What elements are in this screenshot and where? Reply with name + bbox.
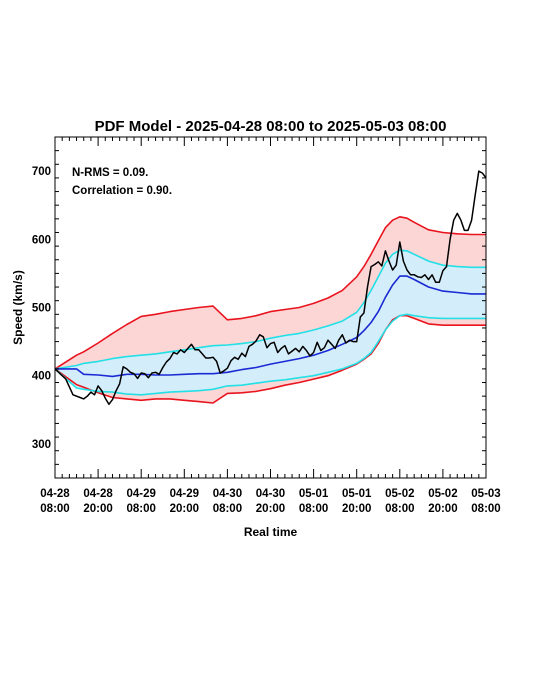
median-line [55,275,486,378]
chart-title: PDF Model - 2025-04-28 08:00 to 2025-05-… [95,118,447,135]
outer-band-lower-line [54,314,486,404]
x-tick-label-time: 20:00 [342,503,371,515]
x-tick-label-time: 08:00 [126,503,155,515]
x-tick-label-date: 05-01 [342,488,372,500]
x-tick-label-time: 08:00 [385,503,414,515]
x-tick-label-time: 20:00 [170,503,199,515]
x-tick-label-date: 04-28 [40,488,70,500]
bands [55,216,486,403]
x-tick-label-date: 04-29 [170,488,199,500]
correlation-annotation: Correlation = 0.90. [72,185,172,197]
x-tick-label-time: 08:00 [299,503,328,515]
y-tick-label: 700 [32,166,51,178]
ticks: 300 400 500 600 700 04-28 08:00 04-28 20:00 04-29… [32,137,501,515]
y-tick-label: 300 [32,439,51,451]
y-tick-label: 400 [32,371,51,383]
x-tick-label-time: 20:00 [83,503,112,515]
x-tick-label-date: 05-02 [428,488,457,500]
x-tick-label-time: 08:00 [471,503,500,515]
y-tick-label: 600 [32,234,51,246]
lines [54,170,487,406]
nrms-annotation: N-RMS = 0.09. [72,167,148,179]
y-axis-label: Speed (km/s) [11,270,25,345]
x-tick-label-time: 20:00 [256,503,285,515]
inner-band-upper-line [54,249,486,370]
y-tick-label: 500 [32,303,51,315]
outer-band-upper-line [54,216,486,370]
observed-line [54,170,487,406]
inner-band-area [55,250,486,395]
x-tick-label-time: 20:00 [428,503,457,515]
x-tick-label-time: 08:00 [213,503,242,515]
x-tick-label-date: 05-01 [299,488,329,500]
x-axis-label: Real time [244,525,298,539]
x-tick-label-date: 05-03 [471,488,500,500]
x-tick-label-date: 04-30 [256,488,285,500]
x-tick-label-date: 04-28 [83,488,113,500]
inner-band-lower-line [54,313,486,396]
x-tick-label-date: 04-29 [126,488,155,500]
x-tick-label-date: 05-02 [385,488,414,500]
x-tick-label-date: 04-30 [213,488,242,500]
x-tick-label-time: 08:00 [40,503,69,515]
